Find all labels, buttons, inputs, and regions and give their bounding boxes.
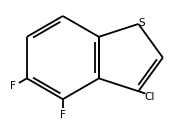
Text: Cl: Cl <box>144 92 155 102</box>
Text: F: F <box>10 81 16 91</box>
Text: S: S <box>138 18 145 28</box>
Text: F: F <box>60 110 66 120</box>
